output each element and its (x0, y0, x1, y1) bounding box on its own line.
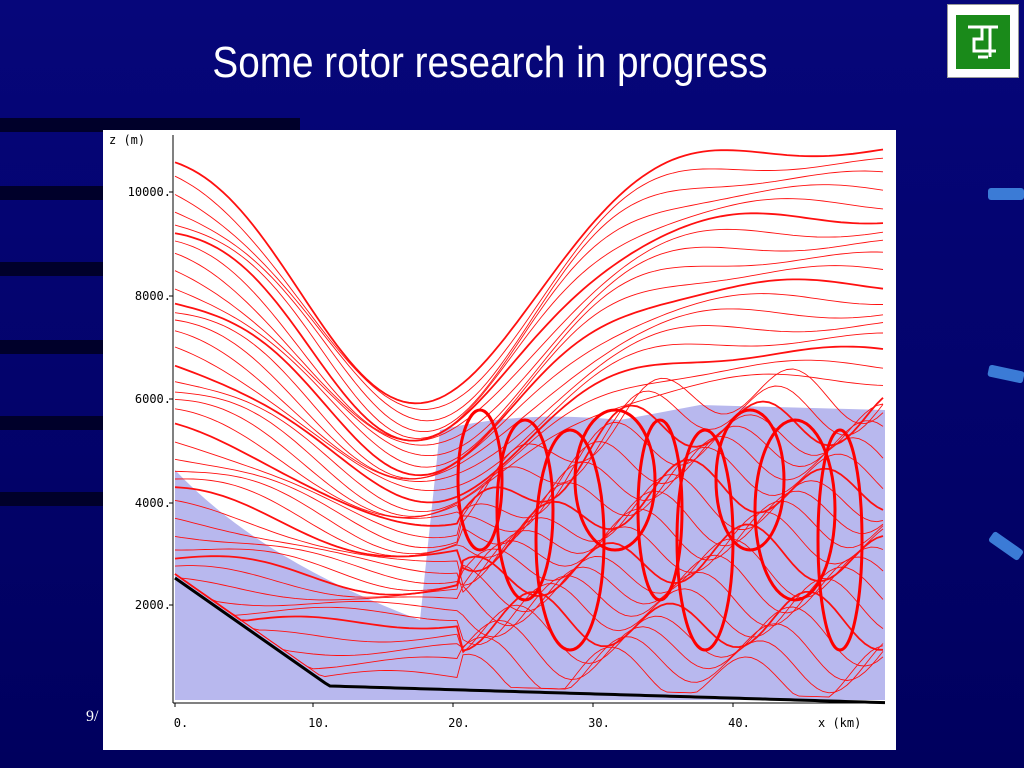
contour-line (174, 251, 884, 457)
contour-line (174, 228, 884, 442)
contour-line (174, 573, 884, 652)
contour-line (174, 573, 884, 667)
x-tick-label: 0. (174, 716, 188, 730)
stripe (0, 492, 110, 506)
contour-line (174, 184, 884, 433)
logo (947, 4, 1019, 78)
contour-line (174, 157, 884, 410)
stripe (0, 118, 300, 132)
contour-line (174, 511, 884, 592)
turbulence-area (175, 405, 885, 700)
contour-line (174, 373, 884, 517)
y-axis-label: z (m) (109, 133, 145, 147)
contour-line (174, 322, 884, 482)
contour-line (174, 368, 884, 523)
rotor-contour (534, 428, 606, 652)
stripe (0, 416, 110, 430)
stripe (0, 262, 110, 276)
x-tick-label: 40. (728, 716, 750, 730)
contour-line (174, 573, 884, 646)
rotor-contour (753, 418, 837, 602)
contour-line (174, 566, 884, 638)
decor-dash (987, 530, 1024, 562)
figure: z (m) x (km) 10000. 8000. 6000. 4000. 2000. 0… (103, 130, 896, 750)
rotor-contour (456, 408, 504, 552)
x-tick-label: 30. (588, 716, 610, 730)
stripe (0, 340, 110, 354)
contour-line (174, 500, 884, 586)
contour-line (174, 278, 884, 477)
rotor-contour (816, 428, 864, 652)
contour-line (174, 308, 884, 480)
contour-line (174, 573, 884, 681)
contour-line (174, 554, 884, 627)
contour-line (174, 332, 884, 492)
contour-line (174, 458, 884, 573)
rotor-contour (636, 418, 684, 602)
contour-line (174, 385, 884, 519)
contour-line (174, 148, 884, 405)
contour-line (174, 523, 884, 597)
stripe (0, 186, 110, 200)
contour-line (174, 293, 883, 480)
contour-line (174, 435, 884, 555)
decor-dash (988, 188, 1024, 200)
x-tick-label: 20. (448, 716, 470, 730)
y-tick-label: 4000. (135, 496, 171, 510)
contour-line (174, 397, 884, 527)
contour-line (174, 170, 884, 422)
rotor-contour (714, 408, 786, 552)
contour-line (174, 265, 884, 468)
logo-graphic (956, 15, 1010, 69)
contour-line (174, 239, 884, 446)
rotor-contour (573, 408, 657, 552)
decor-dash (987, 364, 1024, 384)
rotor-contour (495, 418, 555, 602)
y-tick-label: 8000. (135, 289, 171, 303)
contour-line (174, 490, 884, 593)
x-tick-label: 10. (308, 716, 330, 730)
y-tick-label: 6000. (135, 392, 171, 406)
x-axis-label: x (km) (818, 716, 861, 730)
contour-line (174, 420, 884, 549)
y-tick-label: 2000. (135, 598, 171, 612)
contour-line (174, 345, 884, 504)
contour-line (174, 212, 884, 442)
y-tick-label: 10000. (128, 185, 171, 199)
contour-line (174, 573, 884, 698)
terrain (174, 576, 886, 705)
slide-title: Some rotor research in progress (212, 38, 768, 87)
contour-line (174, 473, 884, 587)
contour-line (174, 198, 884, 439)
footer: 9/ (86, 708, 99, 725)
